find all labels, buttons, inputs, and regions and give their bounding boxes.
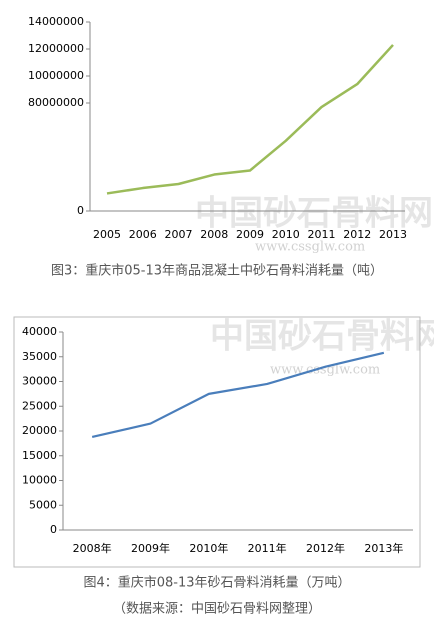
y-tick-label: 5000	[29, 498, 57, 511]
watermark: 中国砂石骨料网	[195, 194, 433, 234]
y-tick-label: 35000	[22, 350, 57, 363]
y-tick-label: 25000	[22, 399, 57, 412]
y-tick-label: 0	[50, 523, 57, 536]
x-tick-label: 2010	[272, 228, 300, 241]
watermark-url: www.cssglw.com	[255, 240, 365, 255]
x-tick-label: 2012	[343, 228, 371, 241]
y-tick-label: 0	[77, 204, 84, 217]
y-tick-label: 14000000	[28, 15, 84, 28]
line-series	[106, 44, 394, 195]
y-tick-label: 40000	[22, 325, 57, 338]
y-tick-label: 20000	[22, 424, 57, 437]
x-tick-label: 2012年	[306, 541, 345, 555]
y-tick-label: 30000	[22, 375, 57, 388]
chart-frame	[13, 316, 421, 568]
watermark-url: www.cssglw.com	[270, 363, 380, 378]
caption: 图4：重庆市08-13年砂石骨料消耗量（万吨）	[83, 575, 350, 591]
line-series	[91, 351, 385, 439]
x-tick-label: 2009年	[131, 541, 170, 555]
y-tick-label: 80000000	[28, 96, 84, 109]
y-tick-label: 15000	[22, 449, 57, 462]
x-tick-label: 2007	[165, 228, 193, 241]
x-tick-label: 2013	[379, 228, 407, 241]
x-tick-label: 2008	[200, 228, 228, 241]
x-tick-label: 2008年	[73, 541, 112, 555]
x-tick-label: 2010年	[189, 541, 228, 555]
x-tick-label: 2013年	[364, 541, 403, 555]
x-tick-label: 2005	[93, 228, 121, 241]
y-tick-label: 12000000	[28, 42, 84, 55]
watermark: 中国砂石骨料网	[210, 317, 434, 357]
y-tick-label: 10000000	[28, 69, 84, 82]
caption: 图3：重庆市05-13年商品混凝土中砂石骨料消耗量（吨）	[51, 263, 383, 279]
x-tick-label: 2011年	[248, 541, 287, 555]
x-tick-label: 2006	[129, 228, 157, 241]
x-tick-label: 2011	[308, 228, 336, 241]
y-tick-label: 10000	[22, 474, 57, 487]
x-tick-label: 2009	[236, 228, 264, 241]
caption: （数据来源：中国砂石骨料网整理）	[113, 602, 321, 617]
